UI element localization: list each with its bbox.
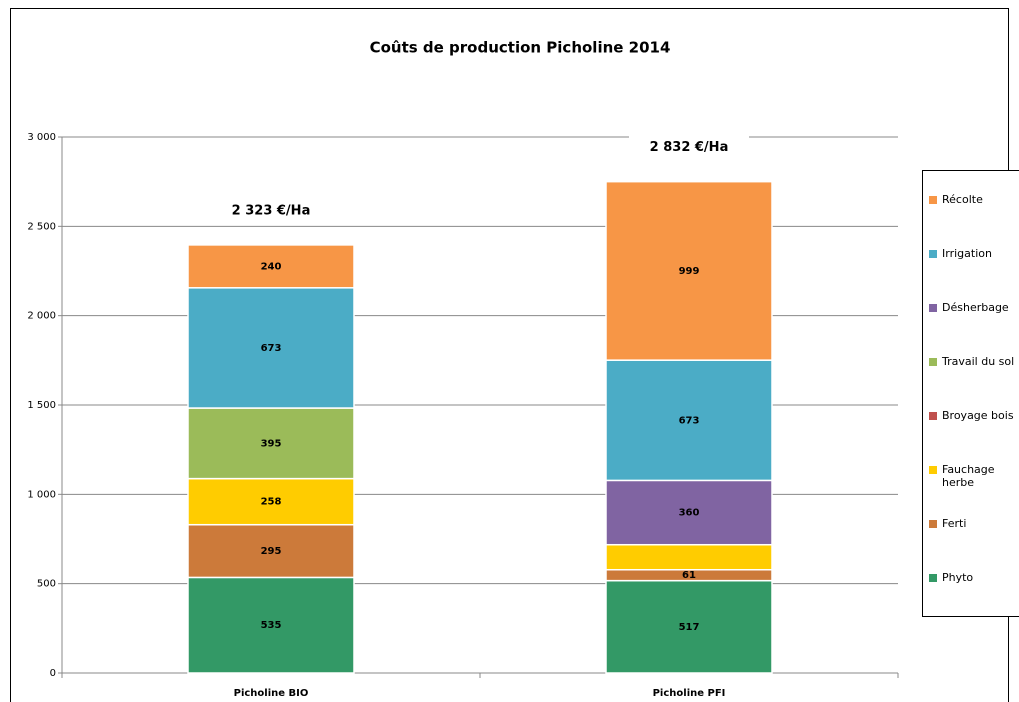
data-label: 240 [261, 261, 282, 272]
legend-label: Fauchage herbe [942, 463, 995, 489]
legend-swatch [929, 250, 937, 258]
legend-swatch [929, 574, 937, 582]
legend-label: Récolte [942, 193, 983, 206]
legend-label: Travail du sol [942, 355, 1015, 368]
legend-item: Désherbage [929, 301, 1017, 314]
legend-label: Broyage bois [942, 409, 1014, 422]
bar-segment [187, 407, 355, 480]
legend-item: Travail du sol [929, 355, 1017, 368]
y-tick-label: 2 000 [27, 311, 56, 322]
y-tick-label: 3 000 [27, 132, 56, 143]
legend-swatch [929, 358, 937, 366]
data-label: 517 [679, 622, 700, 633]
data-label: 999 [679, 266, 700, 277]
annotation: 2 832 €/Ha [650, 140, 729, 155]
x-tick-label: Picholine BIO [234, 688, 309, 699]
legend: Récolte Irrigation Désherbage Travail du so… [922, 170, 1019, 617]
annotation: 2 323 €/Ha [232, 203, 311, 218]
legend-item: Ferti [929, 517, 1017, 530]
data-label: 360 [679, 508, 700, 519]
data-label: 673 [679, 415, 700, 426]
data-label: 395 [261, 438, 282, 449]
legend-swatch [929, 520, 937, 528]
legend-item: Phyto [929, 571, 1017, 584]
annotation-bg [211, 196, 331, 225]
data-label: 258 [261, 497, 282, 508]
y-tick-label: 1 000 [27, 489, 56, 500]
y-tick-label: 0 [50, 668, 56, 679]
legend-item: Fauchage herbe [929, 463, 1017, 489]
x-tick-label: Picholine PFI [653, 688, 726, 699]
legend-swatch [929, 412, 937, 420]
data-label: 295 [261, 546, 282, 557]
legend-item: Récolte [929, 193, 1017, 206]
legend-item: Irrigation [929, 247, 1017, 260]
legend-label: Irrigation [942, 247, 992, 260]
legend-swatch [929, 304, 937, 312]
y-tick-label: 500 [37, 579, 56, 590]
data-label: 673 [261, 343, 282, 354]
bar-segment [605, 180, 773, 361]
legend-label: Phyto [942, 571, 974, 584]
annotation-bg [629, 133, 749, 162]
data-label: 61 [682, 570, 696, 581]
legend-item: Broyage bois [929, 409, 1017, 422]
legend-label: Ferti [942, 517, 967, 530]
bar-segment [187, 244, 355, 289]
y-tick-label: 2 500 [27, 221, 56, 232]
bar-segment [605, 579, 773, 674]
legend-swatch [929, 196, 937, 204]
bar-segment [605, 479, 773, 546]
chart-title: Coûts de production Picholine 2014 [370, 39, 671, 57]
y-tick-label: 1 500 [27, 400, 56, 411]
chart-border [10, 8, 1009, 702]
bar-segment [605, 543, 773, 571]
legend-swatch [929, 466, 937, 474]
bar-segment [605, 359, 773, 482]
data-label: 535 [261, 620, 282, 631]
legend-label: Désherbage [942, 301, 1009, 314]
bar-segment [187, 287, 355, 409]
